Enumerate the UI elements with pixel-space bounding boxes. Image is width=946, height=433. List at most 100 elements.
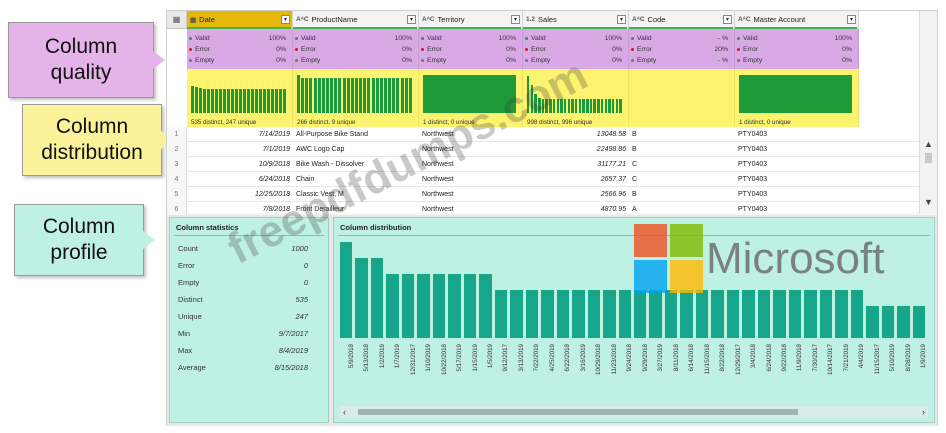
table-cell-sales[interactable]: 22498.86 — [596, 146, 626, 153]
table-cell-date[interactable]: 10/9/2018 — [258, 161, 290, 168]
horizontal-scrollbar[interactable]: ‹ › — [340, 406, 928, 418]
table-cell-sales[interactable]: 4870.95 — [600, 206, 626, 213]
scroll-thumb[interactable] — [925, 153, 932, 163]
distribution-bar — [355, 258, 368, 338]
distribution-tick-label: 10/22/2018 — [440, 344, 448, 375]
vertical-scrollbar[interactable]: ▲ ▼ — [919, 11, 937, 213]
mini-histogram-bar — [593, 99, 596, 113]
table-cell-date[interactable]: 7/8/2018 — [262, 206, 290, 213]
table-cell-product[interactable]: Bike Wash - Dissolver — [296, 161, 365, 168]
scroll-down-icon[interactable]: ▼ — [924, 197, 933, 207]
quality-valid-dot — [737, 37, 740, 40]
dropdown-arrow-icon[interactable]: ▾ — [511, 15, 520, 24]
distribution-bar — [664, 290, 678, 338]
scroll-up-icon[interactable]: ▲ — [924, 139, 933, 149]
quality-error-row: Error 20% — [631, 44, 730, 55]
text-type-icon[interactable]: AᴬC — [738, 16, 751, 23]
quality-error-value: 0% — [276, 46, 286, 53]
quality-error-row: Error 0% — [525, 44, 624, 55]
mini-histogram-bar — [275, 89, 278, 113]
mini-histogram-bar — [400, 78, 404, 113]
decimal-type-icon[interactable]: 1.2 — [526, 16, 536, 23]
statistic-row: Unique 247 — [178, 312, 308, 326]
table-cell-product[interactable]: All-Purpose Bike Stand — [296, 131, 368, 138]
table-cell-date[interactable]: 6/24/2018 — [258, 176, 290, 183]
table-menu-icon[interactable]: ▦ — [167, 11, 187, 29]
dropdown-arrow-icon[interactable]: ▾ — [281, 15, 290, 24]
table-cell-code[interactable]: B — [632, 191, 637, 198]
table-cell-territory[interactable]: Northwest — [422, 146, 454, 153]
table-cell-code[interactable]: B — [632, 146, 637, 153]
column-quality-cell: Valid 100% Error 0% Empty 0% — [419, 29, 523, 69]
statistic-row: Empty 0 — [178, 278, 308, 292]
mini-histogram-bar — [586, 99, 589, 113]
mini-histogram-bar — [297, 75, 300, 113]
mini-histogram-bar — [263, 89, 266, 113]
dropdown-arrow-icon[interactable]: ▾ — [723, 15, 732, 24]
table-cell-account[interactable]: PTY0403 — [738, 176, 768, 183]
statistic-label: Unique — [178, 312, 202, 321]
quality-valid-row: Valid - % — [631, 33, 730, 44]
table-cell-sales[interactable]: 31177.21 — [597, 161, 626, 168]
table-cell-sales[interactable]: 2566.96 — [600, 191, 626, 198]
dropdown-arrow-icon[interactable]: ▾ — [407, 15, 416, 24]
table-cell-territory[interactable]: Northwest — [422, 131, 454, 138]
mini-histogram-bar — [359, 78, 363, 113]
mini-histogram-bar — [350, 78, 354, 113]
column-header-label: Code — [647, 15, 666, 24]
dropdown-arrow-icon[interactable]: ▾ — [847, 15, 856, 24]
table-row[interactable]: 4 6/24/2018 Chain Northwest 2657.37 C PTY0403 — [167, 172, 919, 187]
quality-empty-dot — [421, 59, 424, 62]
table-cell-account[interactable]: PTY0403 — [738, 131, 768, 138]
quality-valid-dot — [525, 37, 528, 40]
table-cell-territory[interactable]: Northwest — [422, 161, 454, 168]
table-cell-code[interactable]: C — [632, 161, 638, 168]
text-type-icon[interactable]: AᴬC — [422, 16, 435, 23]
table-row[interactable]: 1 7/14/2019 All-Purpose Bike Stand Northwes… — [167, 127, 919, 142]
table-cell-territory[interactable]: Northwest — [422, 191, 454, 198]
column-header-label: Date — [199, 15, 215, 24]
calendar-icon[interactable]: ▦ — [190, 16, 197, 24]
distribution-bar — [587, 290, 601, 338]
table-cell-date[interactable]: 7/1/2019 — [262, 146, 290, 153]
text-type-icon[interactable]: AᴬC — [632, 16, 645, 23]
table-row[interactable]: 3 10/9/2018 Bike Wash - Dissolver Northwest… — [167, 157, 919, 172]
column-quality-callout-text: Column quality — [44, 35, 118, 84]
dropdown-arrow-icon[interactable]: ▾ — [617, 15, 626, 24]
distribution-bar — [835, 290, 848, 338]
statistic-row: Average 8/15/2018 — [178, 363, 308, 377]
table-cell-account[interactable]: PTY0403 — [738, 146, 768, 153]
table-cell-account[interactable]: PTY0403 — [738, 206, 768, 213]
table-cell-product[interactable]: Front Derailleur — [296, 206, 345, 213]
table-cell-account[interactable]: PTY0403 — [738, 191, 768, 198]
table-cell-date[interactable]: 12/25/2018 — [254, 191, 290, 198]
scroll-thumb[interactable] — [358, 409, 798, 415]
table-cell-code[interactable]: B — [632, 131, 637, 138]
quality-empty-row: Empty 0% — [189, 55, 288, 66]
text-type-icon[interactable]: AᴬC — [296, 16, 309, 23]
quality-valid-row: Valid 100% — [737, 33, 854, 44]
distribution-bar — [541, 290, 554, 338]
table-cell-sales[interactable]: 13048.58 — [596, 131, 626, 138]
table-row[interactable]: 2 7/1/2019 AWC Logo Cap Northwest 22498.86 B P… — [167, 142, 919, 157]
table-cell-product[interactable]: AWC Logo Cap — [296, 146, 345, 153]
table-cell-date[interactable]: 7/14/2019 — [258, 131, 290, 138]
table-cell-territory[interactable]: Northwest — [422, 176, 454, 183]
table-cell-sales[interactable]: 2657.37 — [600, 176, 626, 183]
scroll-left-icon[interactable]: ‹ — [343, 407, 346, 417]
mini-histogram-bar — [392, 78, 396, 113]
table-cell-code[interactable]: A — [632, 206, 637, 213]
table-row[interactable]: 5 12/25/2018 Classic Vest, M Northwest 2566.… — [167, 187, 919, 202]
row-number: 1 — [167, 127, 187, 142]
table-cell-territory[interactable]: Northwest — [422, 206, 454, 213]
table-cell-account[interactable]: PTY0403 — [738, 161, 768, 168]
column-profile-callout: Column profile — [14, 204, 155, 276]
distribution-tick-label: 12/29/2017 — [734, 344, 742, 375]
divider — [174, 235, 324, 236]
table-cell-code[interactable]: C — [632, 176, 638, 183]
table-cell-product[interactable]: Classic Vest, M — [296, 191, 344, 198]
distribution-caption: 1 distinct, 0 unique — [739, 119, 791, 126]
quality-valid-value: 100% — [604, 35, 622, 42]
table-cell-product[interactable]: Chain — [296, 176, 315, 183]
scroll-right-icon[interactable]: › — [922, 407, 925, 417]
